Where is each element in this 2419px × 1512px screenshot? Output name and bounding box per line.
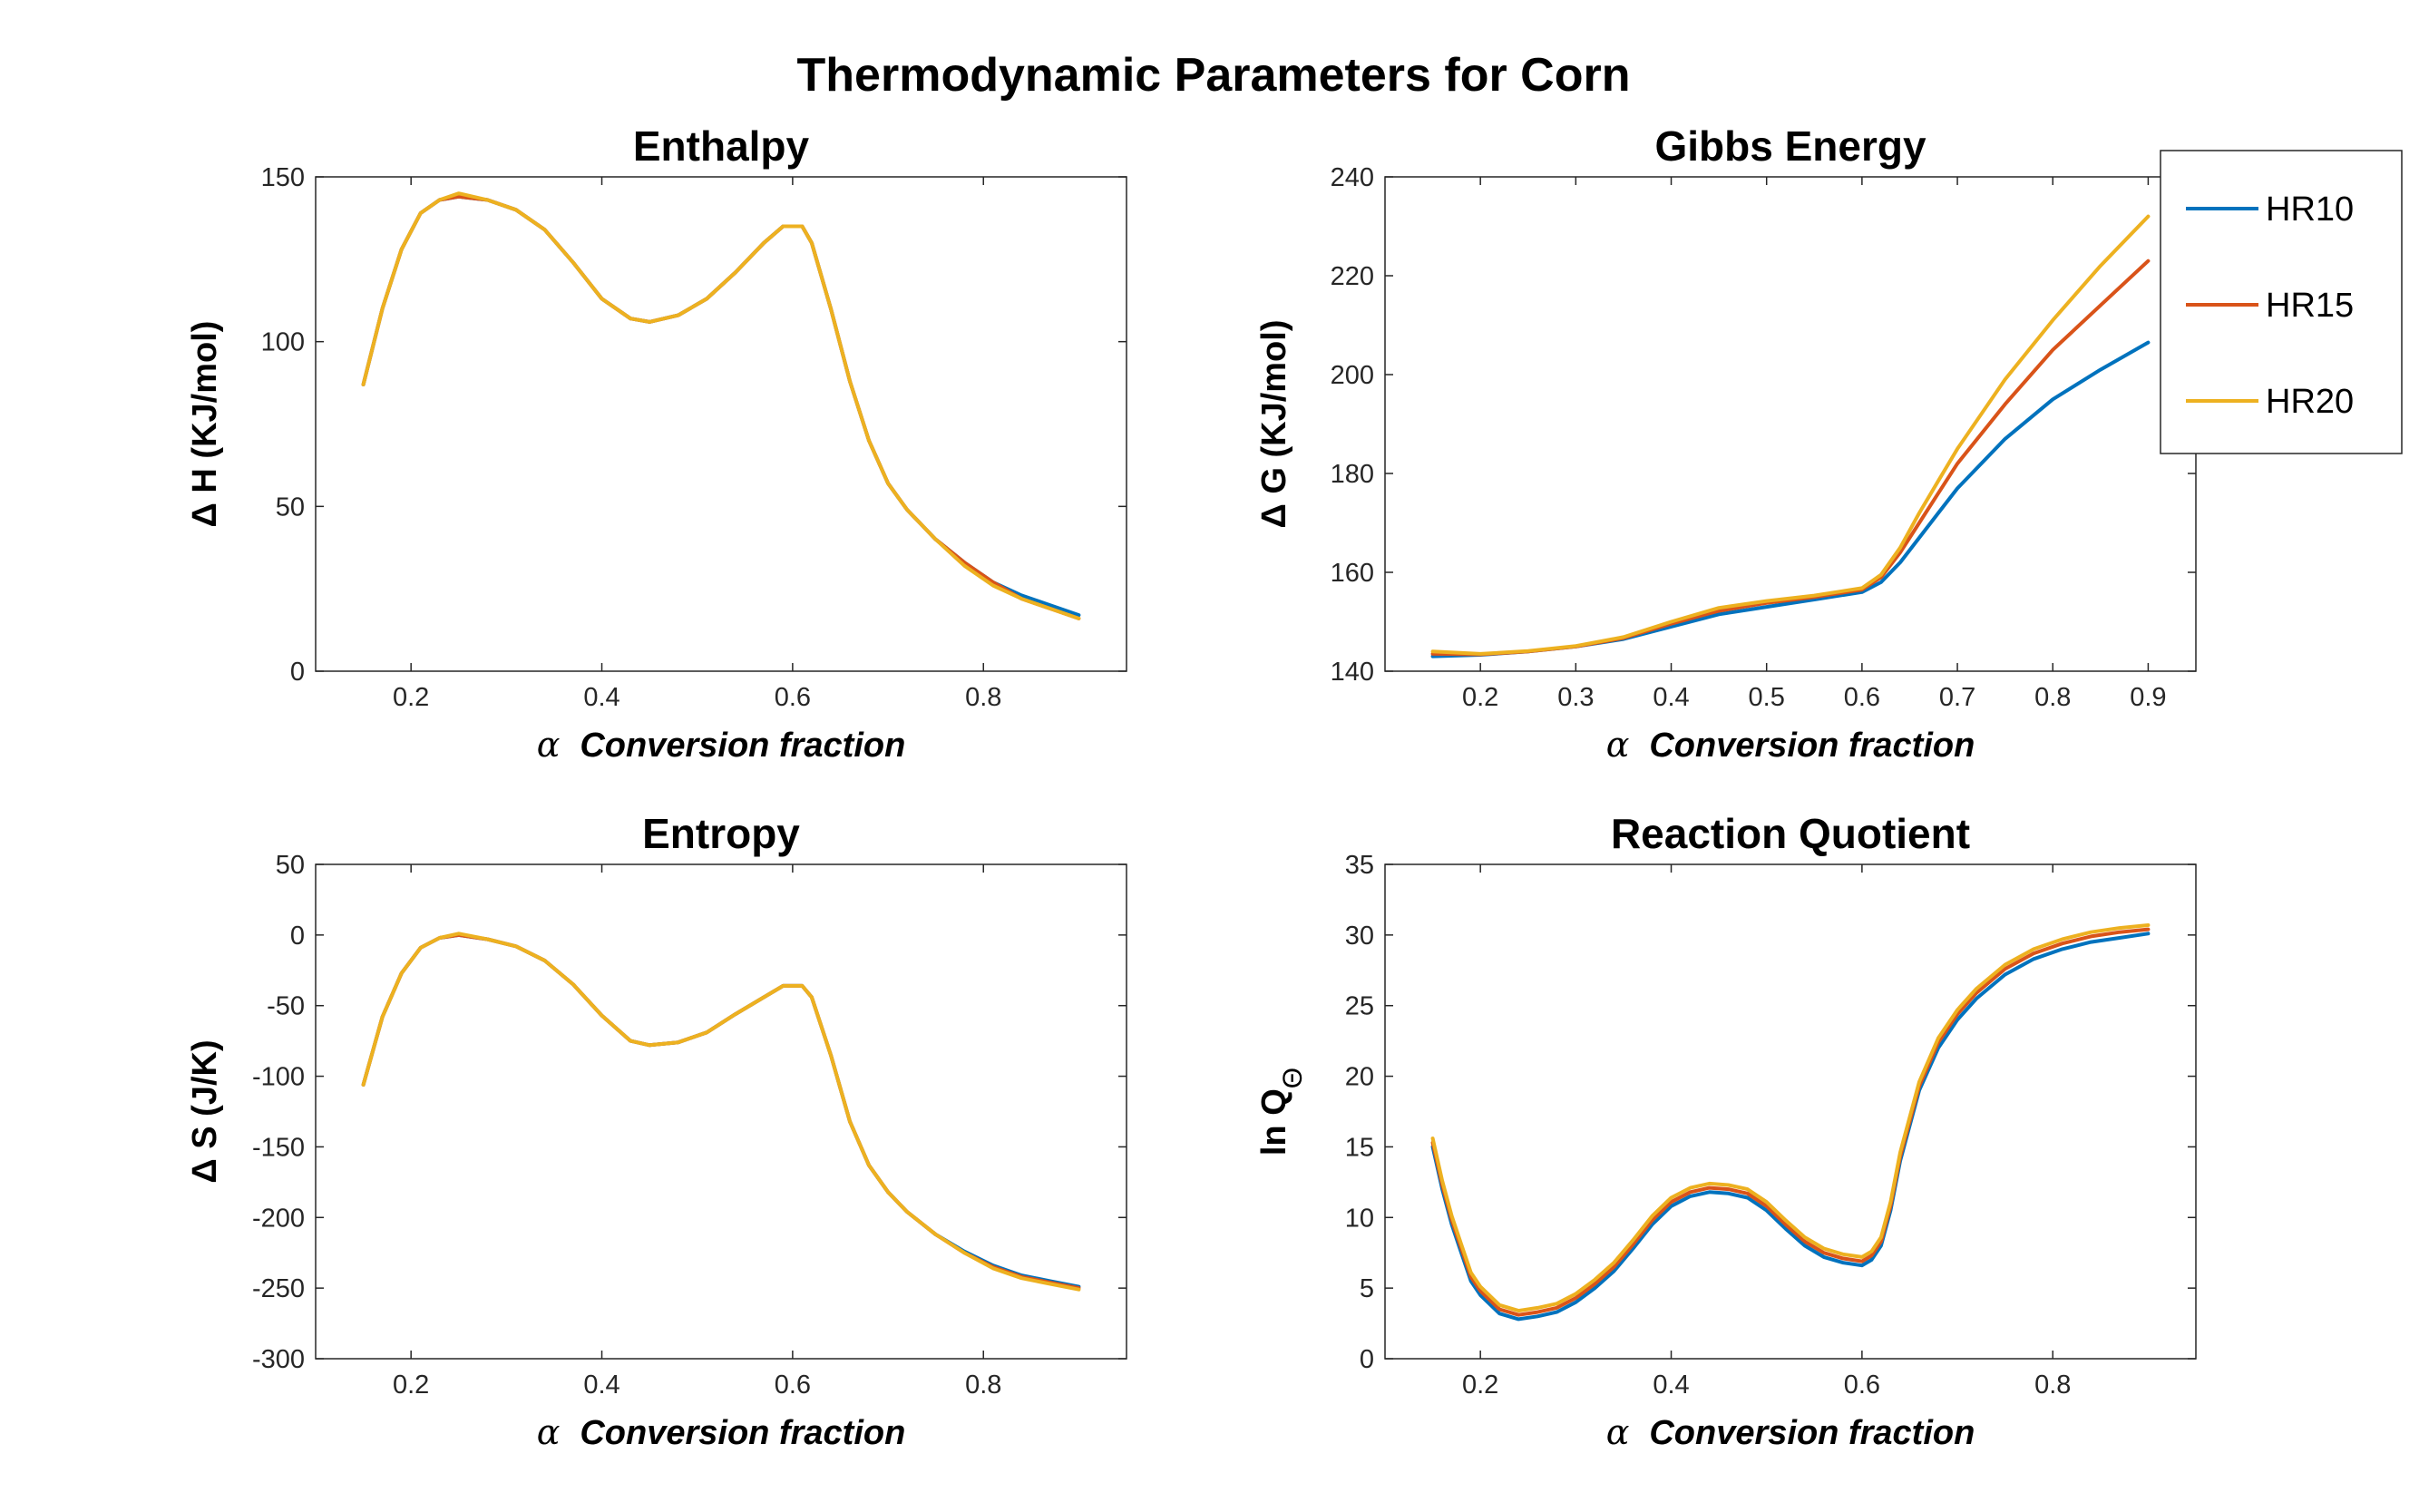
- plot-area: [1384, 176, 2197, 672]
- legend-item-hr10: HR10: [2186, 190, 2354, 229]
- x-tick-label: 0.8: [965, 683, 1001, 712]
- x-axis-label: α Conversion fraction: [1606, 725, 1975, 765]
- x-axis-symbol: α: [537, 1412, 561, 1452]
- y-tick-label: 50: [276, 851, 305, 880]
- x-tick-label: 0.2: [1462, 683, 1498, 712]
- y-tick-label: -300: [252, 1345, 305, 1374]
- y-tick-label: -150: [252, 1133, 305, 1162]
- panel-entropy: 0.2 0.4 0.6 0.8 -300 -250 -200 -150 -100 -50 0 50 En…: [186, 810, 1127, 1452]
- plot-area: [315, 863, 1127, 1360]
- y-tick-label: 0: [1360, 1345, 1374, 1374]
- legend-box: [2160, 150, 2403, 454]
- panel-title: Reaction Quotient: [1611, 810, 1970, 857]
- series-line-hr20: [361, 932, 1081, 1292]
- x-tick-label: 0.2: [393, 1371, 429, 1400]
- series-line-hr20: [1430, 214, 2151, 656]
- x-tick-label: 0.9: [2130, 683, 2166, 712]
- series-line-hr10: [1430, 932, 2151, 1322]
- legend-label: HR20: [2266, 383, 2354, 421]
- x-tick-label: 0.6: [1844, 1371, 1880, 1400]
- y-tick-label: 20: [1345, 1063, 1374, 1092]
- y-tick-label: -50: [267, 992, 305, 1021]
- x-tick-label: 0.8: [2034, 683, 2071, 712]
- legend-label: HR10: [2266, 190, 2354, 229]
- x-axis-text: Conversion fraction: [1649, 1414, 1975, 1452]
- x-tick-label: 0.4: [1653, 683, 1689, 712]
- y-tick-label: 240: [1331, 163, 1374, 192]
- x-axis-text: Conversion fraction: [580, 1414, 905, 1452]
- y-tick-label: 160: [1331, 559, 1374, 588]
- x-axis-label: α Conversion fraction: [1606, 1412, 1975, 1452]
- y-tick-label: 150: [261, 163, 305, 192]
- y-axis-label: Δ H (KJ/mol): [186, 321, 224, 528]
- series-line-hr20: [361, 191, 1081, 620]
- y-axis-label: Δ S (J/K): [186, 1039, 224, 1183]
- y-axis-subscript: Θ: [1278, 1068, 1308, 1088]
- x-axis-label: α Conversion fraction: [537, 1412, 906, 1452]
- figure-title: Thermodynamic Parameters for Corn: [797, 49, 1631, 102]
- legend: HR10 HR15 HR20: [2160, 150, 2403, 454]
- panel-title: Entropy: [642, 810, 800, 857]
- x-tick-label: 0.8: [2034, 1371, 2071, 1400]
- y-axis-text: Δ H (KJ/mol): [186, 321, 224, 528]
- x-tick-label: 0.2: [393, 683, 429, 712]
- panel-title: Enthalpy: [633, 122, 810, 170]
- plot-area: [1384, 863, 2197, 1360]
- series-line-hr15: [1430, 927, 2151, 1317]
- y-tick-label: 10: [1345, 1204, 1374, 1233]
- y-tick-label: 50: [276, 493, 305, 522]
- y-tick-label: 0: [290, 922, 305, 951]
- x-axis-text: Conversion fraction: [580, 727, 905, 765]
- y-tick-label: 0: [290, 658, 305, 687]
- panel-title: Gibbs Energy: [1654, 122, 1926, 170]
- y-tick-label: 35: [1345, 851, 1374, 880]
- x-tick-label: 0.2: [1462, 1371, 1498, 1400]
- legend-label: HR15: [2266, 287, 2354, 325]
- y-tick-label: 200: [1331, 361, 1374, 390]
- y-tick-label: 5: [1360, 1274, 1374, 1303]
- y-tick-label: 15: [1345, 1133, 1374, 1162]
- y-tick-label: 220: [1331, 262, 1374, 291]
- y-tick-label: 180: [1331, 460, 1374, 489]
- x-tick-label: 0.4: [1653, 1371, 1689, 1400]
- y-axis-label: Δ G (KJ/mol): [1255, 320, 1293, 529]
- x-tick-label: 0.5: [1749, 683, 1785, 712]
- x-axis-text: Conversion fraction: [1649, 727, 1975, 765]
- x-tick-label: 0.8: [965, 1371, 1001, 1400]
- x-axis-symbol: α: [537, 725, 561, 765]
- y-tick-label: 140: [1331, 658, 1374, 687]
- x-axis-symbol: α: [1606, 1412, 1630, 1452]
- x-axis-symbol: α: [1606, 725, 1630, 765]
- y-axis-text: ln Q: [1255, 1088, 1293, 1156]
- y-tick-label: -200: [252, 1204, 305, 1233]
- y-tick-label: -100: [252, 1063, 305, 1092]
- x-tick-label: 0.7: [1939, 683, 1975, 712]
- panel-gibbs: 0.2 0.3 0.4 0.5 0.6 0.7 0.8 0.9 140 160 180 200 220 2…: [1255, 122, 2197, 765]
- x-tick-label: 0.4: [583, 683, 619, 712]
- x-tick-label: 0.6: [775, 683, 811, 712]
- x-tick-label: 0.6: [1844, 683, 1880, 712]
- series-line-hr20: [1430, 923, 2151, 1313]
- y-tick-label: 30: [1345, 922, 1374, 951]
- panel-quotient: 0.2 0.4 0.6 0.8 0 5 10 15 20 25 30 35 Reaction Quoti…: [1255, 810, 2197, 1452]
- y-axis-text: Δ S (J/K): [186, 1039, 224, 1183]
- x-tick-label: 0.3: [1557, 683, 1594, 712]
- y-tick-label: 100: [261, 328, 305, 357]
- legend-item-hr15: HR15: [2186, 287, 2354, 325]
- y-axis-label: ln QΘ: [1255, 1068, 1308, 1156]
- y-axis-text: Δ G (KJ/mol): [1255, 320, 1293, 529]
- x-tick-label: 0.4: [583, 1371, 619, 1400]
- plot-area: [315, 176, 1127, 672]
- x-axis-label: α Conversion fraction: [537, 725, 906, 765]
- y-tick-label: -250: [252, 1274, 305, 1303]
- y-tick-label: 25: [1345, 992, 1374, 1021]
- panel-enthalpy: 0.2 0.4 0.6 0.8 0 50 100 150 Enthalpy α Conversion…: [186, 122, 1127, 765]
- legend-item-hr20: HR20: [2186, 383, 2354, 421]
- x-tick-label: 0.6: [775, 1371, 811, 1400]
